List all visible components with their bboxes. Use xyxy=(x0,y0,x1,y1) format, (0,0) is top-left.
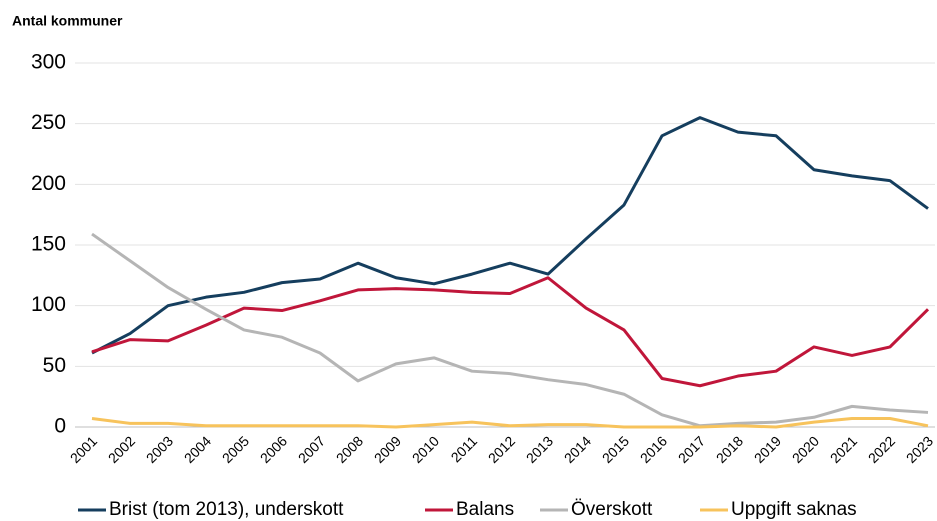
y-tick-label: 150 xyxy=(31,233,66,256)
y-axis-label: Antal kommuner xyxy=(12,13,123,29)
legend-label: Överskott xyxy=(571,499,653,520)
y-tick-label: 200 xyxy=(31,172,66,195)
x-tick-label: 2019 xyxy=(751,433,784,466)
x-tick-label: 2018 xyxy=(713,433,746,466)
x-tick-label: 2004 xyxy=(181,433,214,466)
series-line xyxy=(91,116,929,355)
series-line xyxy=(91,417,929,429)
x-tick-label: 2002 xyxy=(105,433,138,466)
x-tick-label: 2003 xyxy=(143,433,176,466)
legend-label: Brist (tom 2013), underskott xyxy=(109,499,344,520)
x-tick-label: 2021 xyxy=(827,433,860,466)
y-tick-label: 0 xyxy=(54,415,66,438)
x-tick-label: 2012 xyxy=(485,433,518,466)
y-tick-label: 100 xyxy=(31,293,66,316)
x-tick-label: 2022 xyxy=(865,433,898,466)
x-tick-label: 2010 xyxy=(409,433,442,466)
series-line xyxy=(91,232,929,428)
x-tick-label: 2020 xyxy=(789,433,822,466)
x-tick-label: 2007 xyxy=(295,433,328,466)
y-tick-label: 250 xyxy=(31,111,66,134)
y-tick-label: 300 xyxy=(31,51,66,74)
legend-label: Uppgift saknas xyxy=(731,499,857,520)
x-tick-label: 2009 xyxy=(371,433,404,466)
x-tick-label: 2016 xyxy=(637,433,670,466)
x-tick-label: 2006 xyxy=(257,433,290,466)
y-tick-label: 50 xyxy=(43,354,66,377)
series-line xyxy=(91,276,930,388)
x-tick-label: 2017 xyxy=(675,433,708,466)
x-tick-label: 2011 xyxy=(448,433,481,466)
x-tick-label: 2005 xyxy=(219,433,252,466)
x-tick-label: 2001 xyxy=(67,433,100,466)
x-tick-label: 2023 xyxy=(903,433,936,466)
x-tick-label: 2015 xyxy=(599,433,632,466)
x-tick-label: 2013 xyxy=(523,433,556,466)
x-tick-label: 2014 xyxy=(561,433,594,466)
x-tick-label: 2008 xyxy=(333,433,366,466)
legend-label: Balans xyxy=(456,499,514,520)
